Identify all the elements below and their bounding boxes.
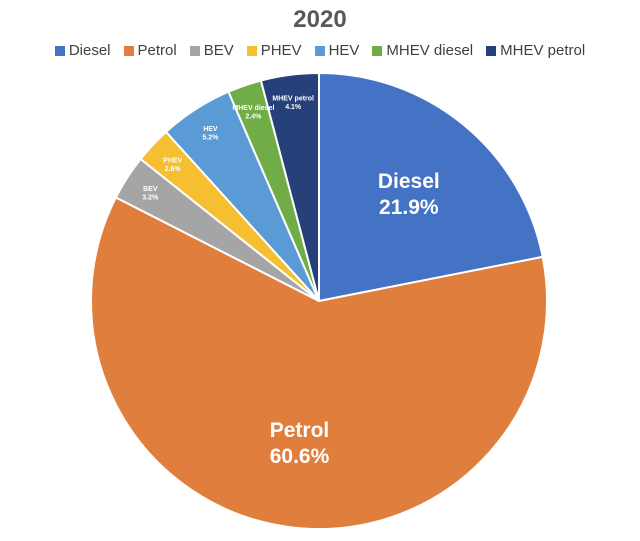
slice-value-petrol: 60.6% xyxy=(270,445,330,468)
legend-swatch-bev xyxy=(189,45,200,56)
legend-swatch-mhev-diesel xyxy=(372,45,383,56)
legend-swatch-diesel xyxy=(54,45,65,56)
legend-swatch-mhev-petrol xyxy=(486,45,497,56)
legend-swatch-petrol xyxy=(123,45,134,56)
slice-value-mhev-petrol: 4.1% xyxy=(285,104,302,111)
legend-item-phev: PHEV xyxy=(246,42,302,59)
legend: Diesel Petrol BEV PHEV HEV MHEV diesel MHEV pe… xyxy=(0,42,640,59)
legend-label-mhev-diesel: MHEV diesel xyxy=(386,42,474,59)
legend-item-bev: BEV xyxy=(189,42,234,59)
legend-swatch-hev xyxy=(314,45,325,56)
slice-label-mhev-petrol: MHEV petrol xyxy=(272,96,314,103)
slice-label-diesel: Diesel xyxy=(378,170,440,193)
legend-item-petrol: Petrol xyxy=(123,42,177,59)
slice-value-phev: 2.6% xyxy=(165,166,182,173)
legend-item-hev: HEV xyxy=(314,42,360,59)
slice-label-hev: HEV xyxy=(203,126,218,133)
slice-label-phev: PHEV xyxy=(163,157,182,164)
pie-slice-diesel xyxy=(318,72,544,302)
legend-label-phev: PHEV xyxy=(260,42,302,59)
pie-slice-mhev-petrol xyxy=(259,72,320,302)
slice-value-bev: 3.2% xyxy=(142,195,159,202)
pie-slice-petrol xyxy=(90,196,548,530)
legend-label-diesel: Diesel xyxy=(68,42,111,59)
chart-title: 2020 xyxy=(293,6,347,33)
legend-label-hev: HEV xyxy=(328,42,360,59)
legend-item-mhev-petrol: MHEV petrol xyxy=(486,42,585,59)
legend-label-petrol: Petrol xyxy=(137,42,177,59)
slice-value-mhev-diesel: 2.4% xyxy=(245,114,262,121)
legend-label-mhev-petrol: MHEV petrol xyxy=(500,42,586,59)
slice-label-petrol: Petrol xyxy=(270,419,330,442)
slice-label-bev: BEV xyxy=(143,186,158,193)
slice-value-diesel: 21.9% xyxy=(379,196,439,219)
legend-item-mhev-diesel: MHEV diesel xyxy=(372,42,473,59)
slice-label-mhev-diesel: MHEV diesel xyxy=(232,105,274,112)
legend-swatch-phev xyxy=(246,45,257,56)
legend-label-bev: BEV xyxy=(203,42,234,59)
legend-item-diesel: Diesel xyxy=(54,42,111,59)
slice-value-hev: 5.2% xyxy=(202,135,219,142)
